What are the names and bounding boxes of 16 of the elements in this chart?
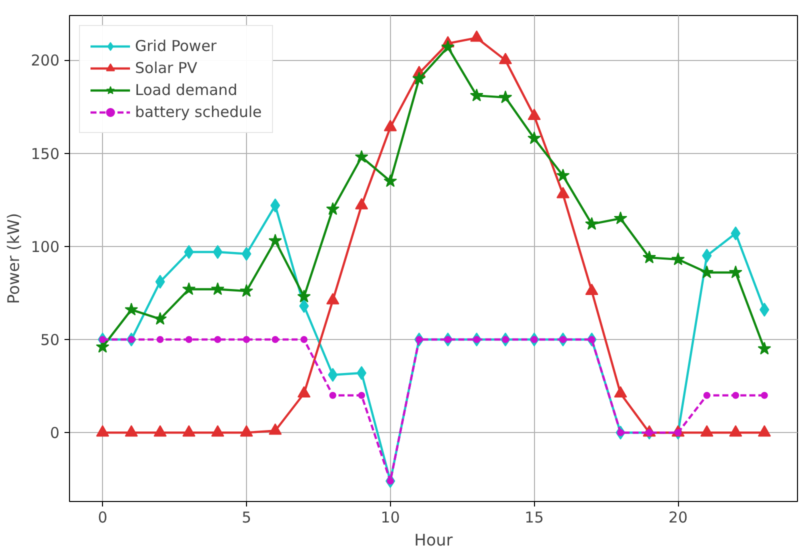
legend-label: Grid Power [135, 37, 217, 55]
legend-label: battery schedule [135, 103, 262, 121]
legend-label: Load demand [135, 81, 238, 99]
y-tick-label: 150 [30, 144, 60, 163]
y-axis-title: Power (kW) [4, 212, 23, 304]
y-tick-label: 50 [40, 331, 60, 349]
x-tick-label: 10 [380, 508, 400, 526]
y-tick-label: 200 [30, 52, 60, 70]
x-tick-label: 0 [98, 508, 108, 526]
x-tick-label: 20 [668, 508, 688, 526]
x-tick-label: 15 [524, 508, 544, 526]
y-tick-label: 100 [30, 238, 60, 256]
x-axis-title: Hour [414, 530, 454, 550]
y-tick-label: 0 [50, 424, 60, 442]
x-tick-label: 5 [242, 508, 252, 526]
legend-label: Solar PV [135, 59, 198, 77]
